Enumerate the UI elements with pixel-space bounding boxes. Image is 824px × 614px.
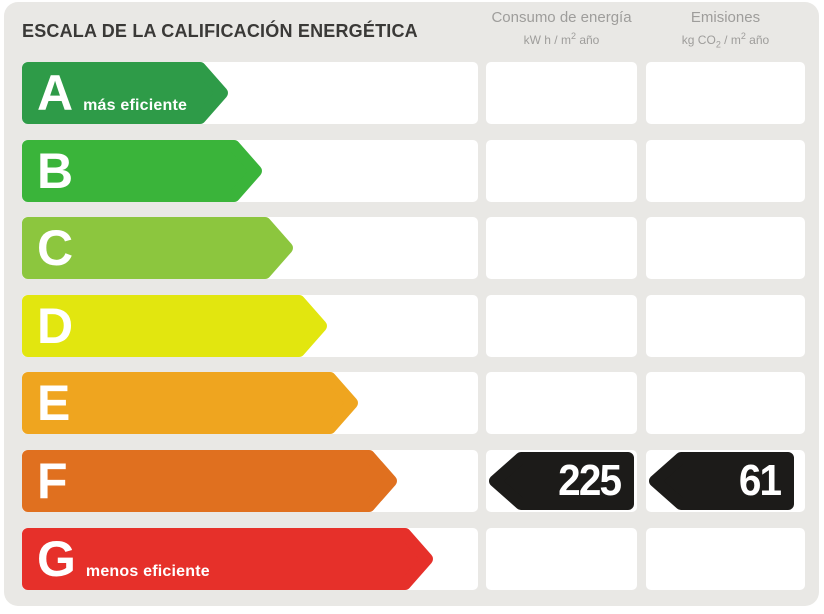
- consumo-title: Consumo de energía: [491, 9, 632, 26]
- rating-letter: F: [37, 453, 68, 509]
- right-arrow-shape: [22, 295, 327, 357]
- consumo-value: 225: [558, 456, 622, 505]
- consumo-cell: [486, 372, 637, 434]
- emisiones-title: Emisiones: [690, 9, 761, 26]
- rating-arrow-label: F: [37, 450, 78, 512]
- emisiones-cell: 61: [646, 450, 805, 512]
- rating-arrow-f: F: [22, 450, 397, 512]
- rating-letter: E: [37, 375, 71, 431]
- consumo-cell: [486, 295, 637, 357]
- emisiones-unit: kg CO2 / m2 año: [681, 30, 770, 50]
- emisiones-cell: [646, 372, 805, 434]
- consumo-value-badge: 225: [489, 452, 634, 510]
- left-arrow-shape: [649, 452, 794, 510]
- rating-row-f: 225 61 F: [0, 450, 824, 512]
- rating-row-c: C: [0, 217, 824, 279]
- consumo-cell: 225: [486, 450, 637, 512]
- consumo-unit: kW h / m2 año: [523, 30, 600, 47]
- rating-arrow-label: D: [37, 295, 83, 357]
- rating-arrow-b: B: [22, 140, 262, 202]
- rating-letter: A: [37, 65, 74, 121]
- rating-letter: C: [37, 220, 74, 276]
- emisiones-cell: [646, 217, 805, 279]
- right-arrow-shape: [22, 450, 397, 512]
- rating-arrow-c: C: [22, 217, 293, 279]
- rating-arrow-d: D: [22, 295, 327, 357]
- rating-arrow-a: A más eficiente: [22, 62, 228, 124]
- rating-arrow-e: E: [22, 372, 358, 434]
- consumo-cell: [486, 62, 637, 124]
- column-header-emisiones: Emisiones kg CO2 / m2 año: [646, 9, 805, 50]
- rating-row-b: B: [0, 140, 824, 202]
- right-arrow-shape: [22, 528, 433, 590]
- rating-arrow-label: G menos eficiente: [37, 528, 210, 590]
- emisiones-value: 61: [738, 456, 782, 505]
- right-arrow-shape: [22, 372, 358, 434]
- emisiones-cell: [646, 295, 805, 357]
- rating-letter: G: [37, 531, 76, 587]
- rating-arrow-g: G menos eficiente: [22, 528, 433, 590]
- emisiones-cell: [646, 140, 805, 202]
- efficiency-note: más eficiente: [83, 97, 188, 114]
- rating-arrow-label: C: [37, 217, 83, 279]
- right-arrow-shape: [22, 140, 262, 202]
- consumo-cell: [486, 217, 637, 279]
- consumo-cell: [486, 528, 637, 590]
- rating-letter: B: [37, 143, 74, 199]
- rating-row-a: A más eficiente: [0, 62, 824, 124]
- rating-arrow-label: E: [37, 372, 80, 434]
- rating-arrow-label: A más eficiente: [37, 62, 187, 124]
- emisiones-value-badge: 61: [649, 452, 794, 510]
- emisiones-cell: [646, 62, 805, 124]
- right-arrow-shape: [22, 62, 228, 124]
- rating-row-e: E: [0, 372, 824, 434]
- rating-row-d: D: [0, 295, 824, 357]
- rating-row-g: G menos eficiente: [0, 528, 824, 590]
- rating-letter: D: [37, 298, 74, 354]
- consumo-cell: [486, 140, 637, 202]
- efficiency-note: menos eficiente: [85, 563, 210, 580]
- left-arrow-shape: [489, 452, 634, 510]
- page-title: ESCALA DE LA CALIFICACIÓN ENERGÉTICA: [22, 21, 418, 41]
- emisiones-cell: [646, 528, 805, 590]
- right-arrow-shape: [22, 217, 293, 279]
- rating-arrow-label: B: [37, 140, 83, 202]
- column-header-consumo: Consumo de energía kW h / m2 año: [486, 9, 637, 48]
